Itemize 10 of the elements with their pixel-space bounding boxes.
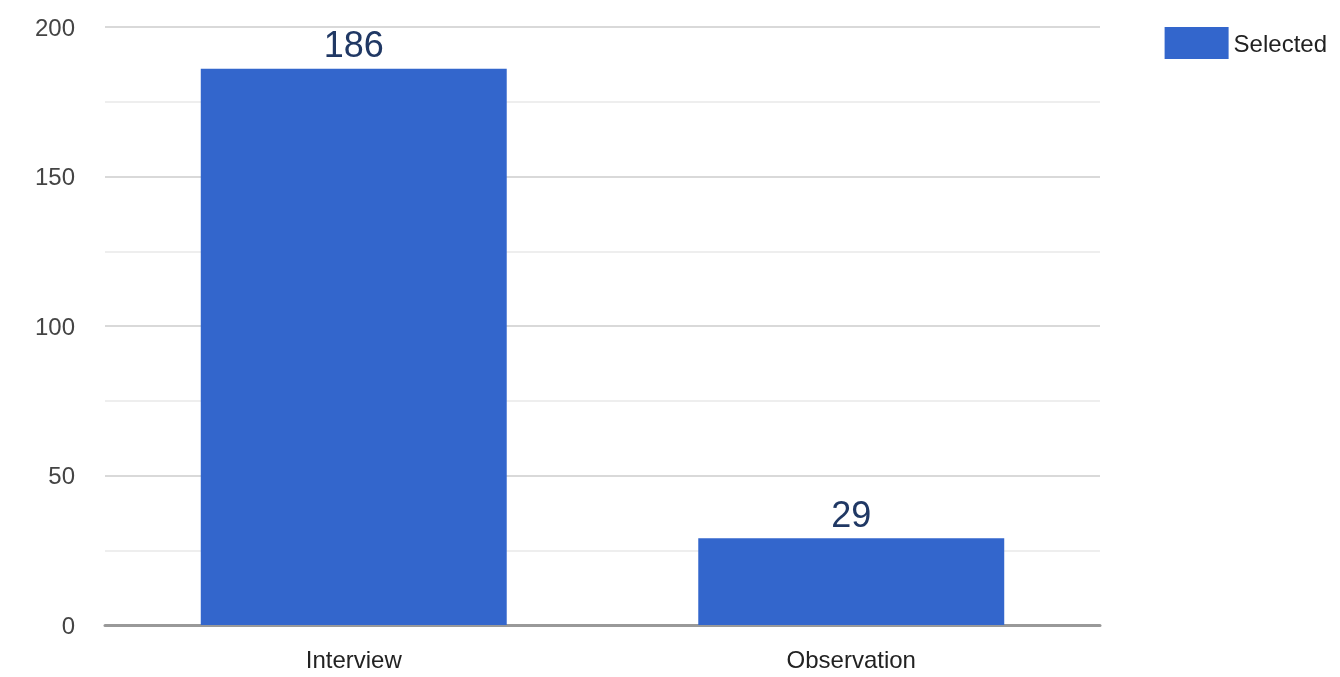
y-tick-label: 150	[34, 163, 75, 190]
data-label: 186	[323, 24, 384, 66]
x-tick-label: Observation	[786, 645, 916, 673]
y-tick-label: 0	[61, 611, 75, 639]
y-tick-label: 100	[34, 312, 75, 340]
legend-label: Selected	[1233, 29, 1328, 57]
x-tick-label: Interview	[305, 645, 403, 673]
data-label: 29	[831, 493, 872, 535]
y-tick-label: 200	[34, 13, 75, 41]
y-tick-label: 50	[48, 462, 75, 489]
